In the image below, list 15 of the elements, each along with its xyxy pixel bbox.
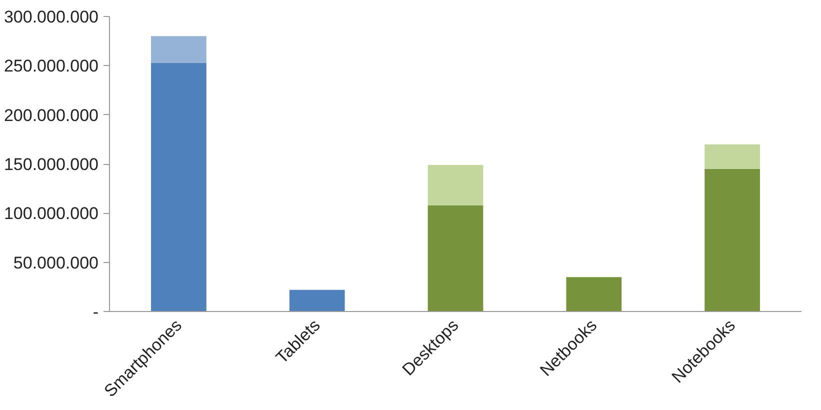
bar <box>566 277 622 312</box>
y-tick-label: - <box>92 302 99 322</box>
bar <box>289 290 345 312</box>
y-tick-label: 150.000.000 <box>4 155 99 174</box>
bar <box>428 205 484 312</box>
y-tick-label: 200.000.000 <box>4 106 99 125</box>
bar <box>151 36 206 63</box>
bar <box>428 164 484 206</box>
y-tick-label: 100.000.000 <box>4 204 99 224</box>
bar <box>704 144 760 169</box>
y-tick-label: 300.000.000 <box>4 8 99 26</box>
bar <box>151 62 206 312</box>
y-tick-label: 250.000.000 <box>4 56 99 76</box>
bar <box>704 168 760 312</box>
y-tick-label: 50.000.000 <box>13 253 99 272</box>
